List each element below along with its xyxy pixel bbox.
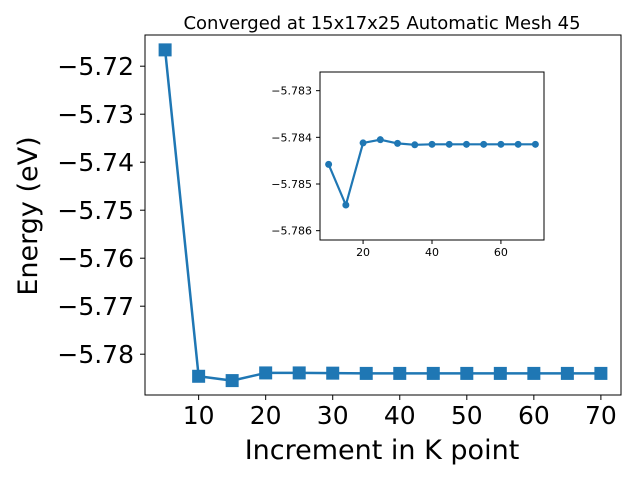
inset-plot-area — [325, 136, 539, 209]
main-y-tick-label: −5.73 — [57, 100, 134, 129]
inset-y-tick-label: −5.785 — [271, 178, 312, 191]
inset-data-point — [531, 140, 539, 148]
chart-title: Converged at 15x17x25 Automatic Mesh 45 — [183, 13, 580, 34]
main-data-point — [259, 366, 273, 380]
main-y-tick-label: −5.78 — [57, 340, 134, 369]
main-y-tick-label: −5.77 — [57, 292, 134, 321]
inset-data-point — [497, 140, 505, 148]
main-data-point — [225, 374, 239, 388]
main-data-point — [192, 369, 206, 383]
inset-data-point — [411, 141, 419, 149]
main-data-point — [326, 366, 340, 380]
inset-data-point — [428, 140, 436, 148]
main-x-tick-label: 10 — [183, 401, 215, 430]
main-x-tick-label: 20 — [250, 401, 282, 430]
inset-x-tick-label: 40 — [425, 246, 439, 259]
main-plot-area — [158, 43, 608, 388]
x-axis-label: Increment in K point — [245, 435, 520, 466]
inset-data-point — [359, 139, 367, 147]
main-x-tick-label: 40 — [384, 401, 416, 430]
inset-data-point — [445, 140, 453, 148]
inset-data-point — [342, 201, 350, 209]
main-y-tick-label: −5.72 — [57, 52, 134, 81]
inset-y-tick-label: −5.784 — [271, 131, 312, 144]
main-x-tick-label: 70 — [585, 401, 617, 430]
main-x-tick-label: 50 — [451, 401, 483, 430]
main-y-tick-label: −5.74 — [57, 148, 134, 177]
main-data-point — [393, 366, 407, 380]
main-data-point — [426, 366, 440, 380]
main-x-tick-label: 60 — [518, 401, 550, 430]
main-data-point — [158, 43, 172, 57]
main-y-tick-label: −5.75 — [57, 196, 134, 225]
main-data-point — [359, 366, 373, 380]
inset-data-point — [462, 140, 470, 148]
main-data-point — [460, 366, 474, 380]
inset-data-point — [376, 136, 384, 144]
main-data-point — [594, 366, 608, 380]
inset-data-point — [480, 140, 488, 148]
main-x-tick-label: 30 — [317, 401, 349, 430]
inset-data-point — [514, 140, 522, 148]
inset-x-tick-label: 20 — [356, 246, 370, 259]
main-ticks: 10 20 30 40 50 60 70 −5.72 −5.73 −5.74 −5.75 −5.76 −… — [57, 52, 616, 430]
main-axes-frame — [144, 34, 622, 396]
inset-y-tick-label: −5.783 — [271, 85, 312, 98]
y-axis-label: Energy (eV) — [13, 136, 44, 295]
inset-x-tick-label: 60 — [494, 246, 508, 259]
inset-data-point — [394, 139, 402, 147]
main-data-point — [560, 366, 574, 380]
main-data-point — [493, 366, 507, 380]
inset-background — [320, 72, 544, 240]
inset-ticks: 20 40 60 −5.786 −5.785 −5.784 −5.783 — [271, 85, 508, 259]
main-data-point — [292, 366, 306, 380]
main-data-point — [527, 366, 541, 380]
inset-y-tick-label: −5.786 — [271, 225, 312, 238]
inset-data-point — [325, 160, 333, 168]
main-y-tick-label: −5.76 — [57, 244, 134, 273]
